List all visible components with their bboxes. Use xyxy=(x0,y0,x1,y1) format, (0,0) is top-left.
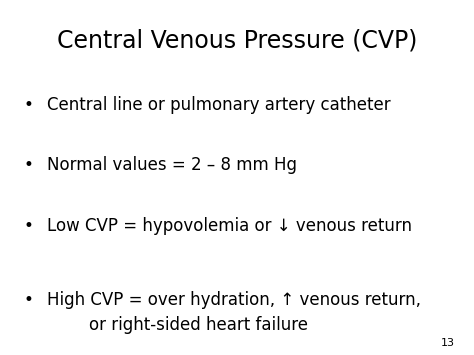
Text: •: • xyxy=(24,96,33,114)
Text: Central Venous Pressure (CVP): Central Venous Pressure (CVP) xyxy=(57,28,417,53)
Text: High CVP = over hydration, ↑ venous return,
        or right-sided heart failure: High CVP = over hydration, ↑ venous retu… xyxy=(47,291,421,334)
Text: Low CVP = hypovolemia or ↓ venous return: Low CVP = hypovolemia or ↓ venous return xyxy=(47,217,412,235)
Text: •: • xyxy=(24,291,33,309)
Text: •: • xyxy=(24,156,33,174)
Text: Central line or pulmonary artery catheter: Central line or pulmonary artery cathete… xyxy=(47,96,391,114)
Text: •: • xyxy=(24,217,33,235)
Text: Normal values = 2 – 8 mm Hg: Normal values = 2 – 8 mm Hg xyxy=(47,156,297,174)
Text: 13: 13 xyxy=(441,338,455,348)
